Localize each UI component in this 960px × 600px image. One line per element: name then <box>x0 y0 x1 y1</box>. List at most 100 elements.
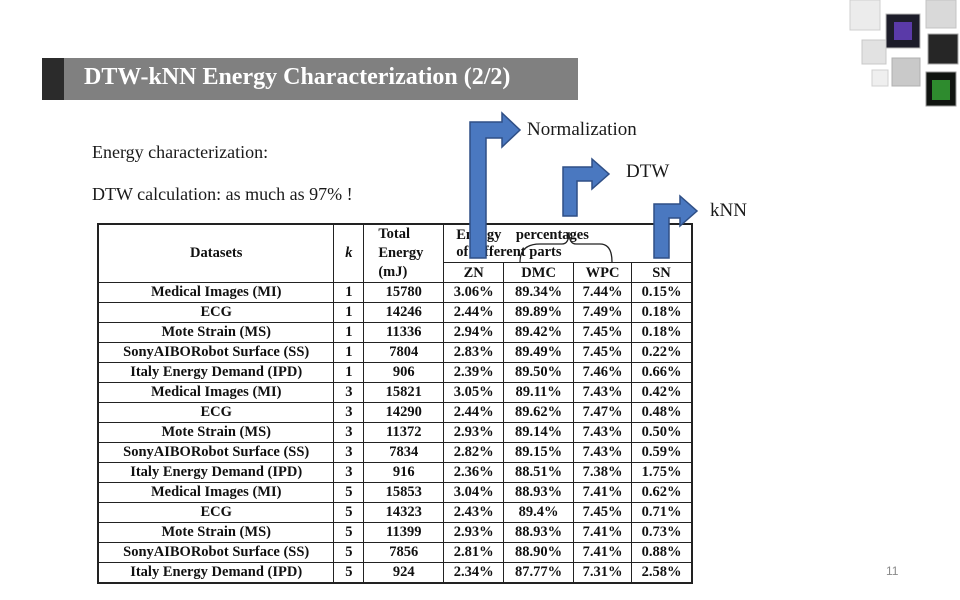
cell-dmc: 89.62% <box>503 402 575 423</box>
energy-characterization-line: Energy characterization: <box>92 142 269 162</box>
slide-number: 11 <box>886 564 899 578</box>
cell-k: 3 <box>333 442 365 463</box>
cell-zn: 2.36% <box>443 462 505 483</box>
cell-dataset: Mote Strain (MS) <box>97 522 335 543</box>
cell-sn: 0.22% <box>631 342 692 363</box>
cell-sn: 2.58% <box>631 562 692 583</box>
energy-table-container: Datasets k Total Energy (mJ) Energy perc… <box>97 223 693 584</box>
energy-table: Datasets k Total Energy (mJ) Energy perc… <box>97 223 693 584</box>
cell-dmc: 89.89% <box>503 302 575 323</box>
cell-wpc: 7.45% <box>573 342 633 363</box>
cell-dmc: 88.93% <box>503 482 575 503</box>
cell-energy: 11336 <box>363 322 445 343</box>
table-row: Mote Strain (MS) 5 11399 2.93% 88.93% 7.41% 0.… <box>97 522 692 543</box>
cell-sn: 0.73% <box>631 522 692 543</box>
cell-dataset: ECG <box>97 402 335 423</box>
table-row: Italy Energy Demand (IPD) 1 906 2.39% 89.50%… <box>97 362 692 383</box>
cell-k: 1 <box>333 362 365 383</box>
cell-dataset: Mote Strain (MS) <box>97 422 335 443</box>
cell-sn: 0.66% <box>631 362 692 383</box>
cell-dmc: 89.14% <box>503 422 575 443</box>
cell-zn: 3.04% <box>443 482 505 503</box>
cell-dataset: ECG <box>97 502 335 523</box>
cell-zn: 2.44% <box>443 402 505 423</box>
cell-dataset: SonyAIBORobot Surface (SS) <box>97 442 335 463</box>
cell-dataset: Medical Images (MI) <box>97 482 335 503</box>
header-total-energy: Total Energy (mJ) <box>363 224 445 283</box>
header-total-line2: Energy <box>378 245 424 261</box>
cell-zn: 2.82% <box>443 442 505 463</box>
cell-wpc: 7.47% <box>573 402 633 423</box>
cell-dmc: 88.93% <box>503 522 575 543</box>
cell-dataset: SonyAIBORobot Surface (SS) <box>97 342 335 363</box>
header-sn: SN <box>631 262 692 283</box>
cell-zn: 3.05% <box>443 382 505 403</box>
header-zn: ZN <box>443 262 505 283</box>
dtw-calculation-line: DTW calculation: as much as 97% ! <box>92 184 353 204</box>
table-row: Mote Strain (MS) 1 11336 2.94% 89.42% 7.45% 0.… <box>97 322 692 343</box>
cell-k: 1 <box>333 282 365 303</box>
header-group-line1: Energy percentages <box>456 226 589 243</box>
cell-energy: 14246 <box>363 302 445 323</box>
cell-dmc: 89.34% <box>503 282 575 303</box>
cell-wpc: 7.43% <box>573 382 633 403</box>
cell-energy: 14290 <box>363 402 445 423</box>
cell-k: 1 <box>333 342 365 363</box>
cell-zn: 2.39% <box>443 362 505 383</box>
cell-zn: 2.81% <box>443 542 505 563</box>
title-accent-block <box>42 58 64 100</box>
cell-sn: 0.15% <box>631 282 692 303</box>
table-row: Italy Energy Demand (IPD) 3 916 2.36% 88.51%… <box>97 462 692 483</box>
cell-energy: 7856 <box>363 542 445 563</box>
cell-dataset: Italy Energy Demand (IPD) <box>97 362 335 383</box>
cell-energy: 906 <box>363 362 445 383</box>
cell-sn: 0.59% <box>631 442 692 463</box>
knn-label: kNN <box>710 200 747 221</box>
cell-dmc: 88.51% <box>503 462 575 483</box>
cell-zn: 2.93% <box>443 522 505 543</box>
cell-k: 1 <box>333 322 365 343</box>
cell-dmc: 89.42% <box>503 322 575 343</box>
cell-k: 3 <box>333 402 365 423</box>
cell-wpc: 7.45% <box>573 322 633 343</box>
cell-energy: 15821 <box>363 382 445 403</box>
cell-dataset: Medical Images (MI) <box>97 282 335 303</box>
cell-energy: 14323 <box>363 502 445 523</box>
cell-dmc: 89.49% <box>503 342 575 363</box>
cell-energy: 11399 <box>363 522 445 543</box>
cell-dmc: 87.77% <box>503 562 575 583</box>
cell-sn: 0.48% <box>631 402 692 423</box>
table-row: SonyAIBORobot Surface (SS) 5 7856 2.81% 88.9… <box>97 542 692 563</box>
header-group-line2: of different parts <box>456 243 562 260</box>
cell-zn: 2.44% <box>443 302 505 323</box>
cell-dmc: 89.15% <box>503 442 575 463</box>
cell-sn: 0.88% <box>631 542 692 563</box>
cell-dataset: Mote Strain (MS) <box>97 322 335 343</box>
table-row: Medical Images (MI) 5 15853 3.04% 88.93% 7.41… <box>97 482 692 503</box>
cell-zn: 2.34% <box>443 562 505 583</box>
table-row: ECG 1 14246 2.44% 89.89% 7.49% 0.18% <box>97 302 692 323</box>
table-row: Italy Energy Demand (IPD) 5 924 2.34% 87.77%… <box>97 562 692 583</box>
energy-table-body: Medical Images (MI) 1 15780 3.06% 89.34% 7.44… <box>97 282 692 583</box>
cell-energy: 916 <box>363 462 445 483</box>
header-k: k <box>333 224 365 283</box>
cell-zn: 3.06% <box>443 282 505 303</box>
header-total-line3: (mJ) <box>378 264 408 280</box>
table-row: Mote Strain (MS) 3 11372 2.93% 89.14% 7.43% 0.… <box>97 422 692 443</box>
cell-k: 5 <box>333 542 365 563</box>
cell-wpc: 7.31% <box>573 562 633 583</box>
cell-dataset: Italy Energy Demand (IPD) <box>97 462 335 483</box>
cell-dmc: 89.50% <box>503 362 575 383</box>
cell-wpc: 7.45% <box>573 502 633 523</box>
table-row: SonyAIBORobot Surface (SS) 1 7804 2.83% 89.4… <box>97 342 692 363</box>
cell-energy: 924 <box>363 562 445 583</box>
table-row: ECG 5 14323 2.43% 89.4% 7.45% 0.71% <box>97 502 692 523</box>
cell-wpc: 7.41% <box>573 482 633 503</box>
table-row: Medical Images (MI) 1 15780 3.06% 89.34% 7.44… <box>97 282 692 303</box>
cell-zn: 2.43% <box>443 502 505 523</box>
cell-dataset: Medical Images (MI) <box>97 382 335 403</box>
cell-sn: 0.42% <box>631 382 692 403</box>
cell-zn: 2.94% <box>443 322 505 343</box>
table-row: SonyAIBORobot Surface (SS) 3 7834 2.82% 89.1… <box>97 442 692 463</box>
cell-sn: 0.71% <box>631 502 692 523</box>
